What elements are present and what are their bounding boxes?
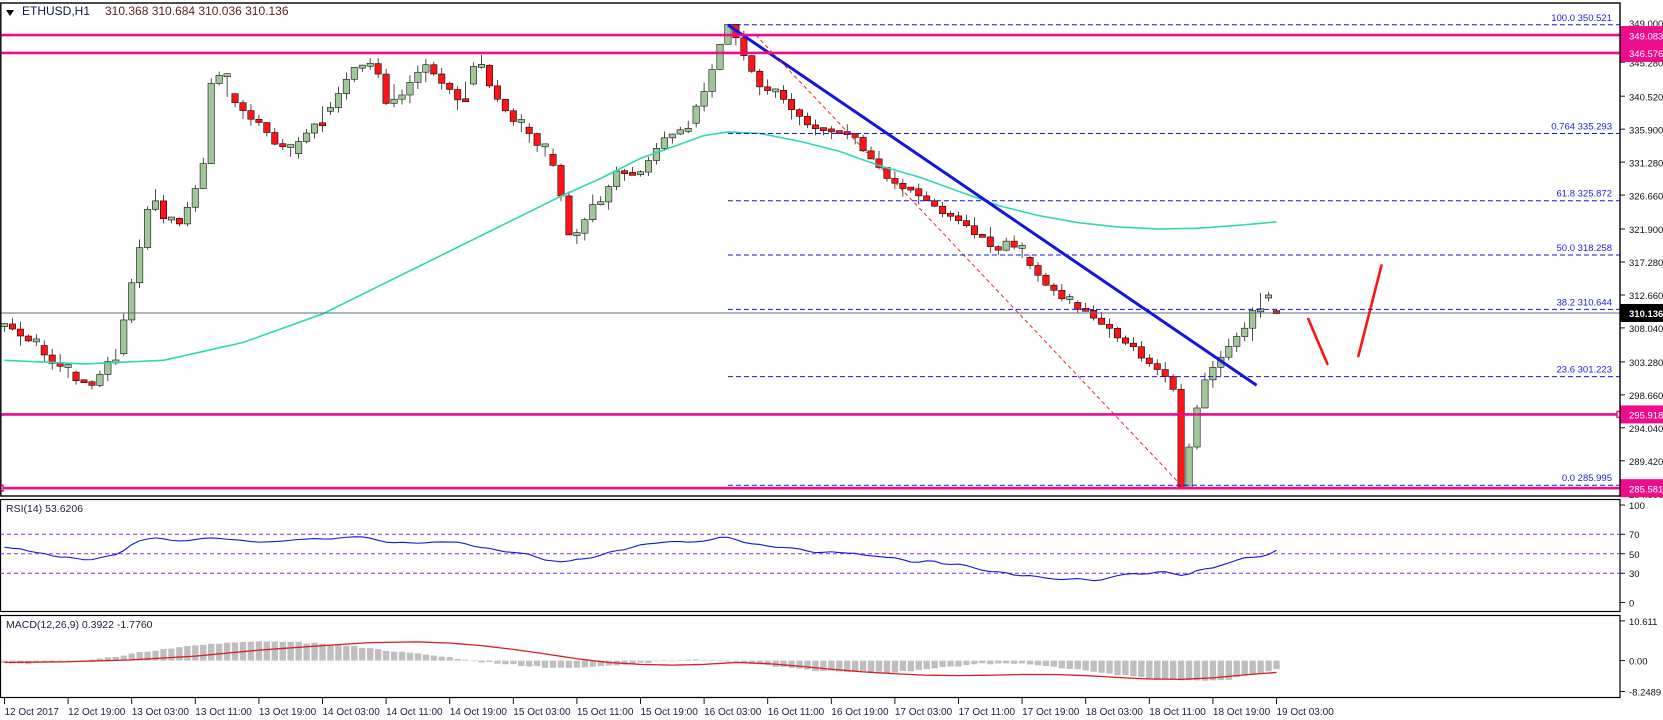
svg-text:19 Oct 03:00: 19 Oct 03:00 — [1277, 707, 1335, 718]
svg-text:317.280: 317.280 — [1629, 258, 1663, 269]
svg-text:295.918: 295.918 — [1629, 411, 1663, 422]
svg-text:15 Oct 11:00: 15 Oct 11:00 — [577, 707, 634, 718]
svg-text:50.0 318.258: 50.0 318.258 — [1557, 243, 1612, 254]
svg-text:23.6 301.223: 23.6 301.223 — [1557, 365, 1612, 376]
svg-text:38.2 310.644: 38.2 310.644 — [1557, 297, 1612, 308]
svg-text:303.280: 303.280 — [1629, 358, 1663, 369]
svg-text:294.040: 294.040 — [1629, 424, 1663, 435]
svg-text:61.8 325.872: 61.8 325.872 — [1557, 189, 1612, 200]
svg-text:16 Oct 03:00: 16 Oct 03:00 — [704, 707, 762, 718]
svg-text:100: 100 — [1629, 501, 1645, 512]
svg-text:14 Oct 03:00: 14 Oct 03:00 — [323, 707, 381, 718]
svg-text:18 Oct 19:00: 18 Oct 19:00 — [1213, 707, 1271, 718]
svg-text:340.520: 340.520 — [1629, 92, 1663, 103]
svg-text:17 Oct 19:00: 17 Oct 19:00 — [1022, 707, 1080, 718]
svg-text:349.083: 349.083 — [1629, 31, 1663, 42]
svg-text:298.660: 298.660 — [1629, 391, 1663, 402]
svg-text:13 Oct 03:00: 13 Oct 03:00 — [132, 707, 190, 718]
svg-text:70: 70 — [1629, 530, 1640, 541]
svg-text:15 Oct 03:00: 15 Oct 03:00 — [513, 707, 571, 718]
svg-text:-8.2489: -8.2489 — [1629, 688, 1661, 699]
svg-text:18 Oct 11:00: 18 Oct 11:00 — [1149, 707, 1206, 718]
svg-text:310.136: 310.136 — [1629, 309, 1663, 320]
svg-text:13 Oct 19:00: 13 Oct 19:00 — [259, 707, 317, 718]
svg-text:0.0 285.995: 0.0 285.995 — [1562, 473, 1612, 484]
svg-text:0.00: 0.00 — [1629, 657, 1648, 668]
svg-text:289.420: 289.420 — [1629, 457, 1663, 468]
svg-text:16 Oct 19:00: 16 Oct 19:00 — [831, 707, 889, 718]
svg-text:15 Oct 19:00: 15 Oct 19:00 — [641, 707, 699, 718]
svg-text:16 Oct 11:00: 16 Oct 11:00 — [768, 707, 825, 718]
svg-text:13 Oct 11:00: 13 Oct 11:00 — [195, 707, 252, 718]
svg-text:285.581: 285.581 — [1629, 484, 1663, 495]
svg-text:12 Oct 2017: 12 Oct 2017 — [5, 707, 60, 718]
svg-text:18 Oct 03:00: 18 Oct 03:00 — [1086, 707, 1144, 718]
svg-text:308.040: 308.040 — [1629, 324, 1663, 335]
svg-text:10.611: 10.611 — [1629, 617, 1657, 628]
svg-text:346.576: 346.576 — [1629, 49, 1663, 60]
svg-text:50: 50 — [1629, 550, 1640, 561]
svg-text:RSI(14) 53.6206: RSI(14) 53.6206 — [6, 503, 83, 515]
svg-text:14 Oct 19:00: 14 Oct 19:00 — [450, 707, 508, 718]
svg-text:0: 0 — [1629, 599, 1634, 610]
svg-text:17 Oct 03:00: 17 Oct 03:00 — [895, 707, 953, 718]
svg-text:331.280: 331.280 — [1629, 158, 1663, 169]
svg-text:17 Oct 11:00: 17 Oct 11:00 — [959, 707, 1016, 718]
svg-text:100.0 350.521: 100.0 350.521 — [1551, 13, 1612, 24]
svg-text:0.764 335.293: 0.764 335.293 — [1551, 122, 1612, 133]
svg-text:MACD(12,26,9) 0.3922 -1.7760: MACD(12,26,9) 0.3922 -1.7760 — [6, 619, 153, 631]
svg-text:321.900: 321.900 — [1629, 225, 1663, 236]
svg-text:335.900: 335.900 — [1629, 125, 1663, 136]
svg-text:12 Oct 19:00: 12 Oct 19:00 — [68, 707, 126, 718]
svg-text:30: 30 — [1629, 569, 1640, 580]
svg-text:310.368 310.684 310.036 310.13: 310.368 310.684 310.036 310.136 — [105, 4, 289, 18]
svg-text:326.660: 326.660 — [1629, 191, 1663, 202]
svg-text:14 Oct 11:00: 14 Oct 11:00 — [386, 707, 443, 718]
svg-text:312.660: 312.660 — [1629, 291, 1663, 302]
svg-text:ETHUSD,H1: ETHUSD,H1 — [22, 4, 90, 18]
